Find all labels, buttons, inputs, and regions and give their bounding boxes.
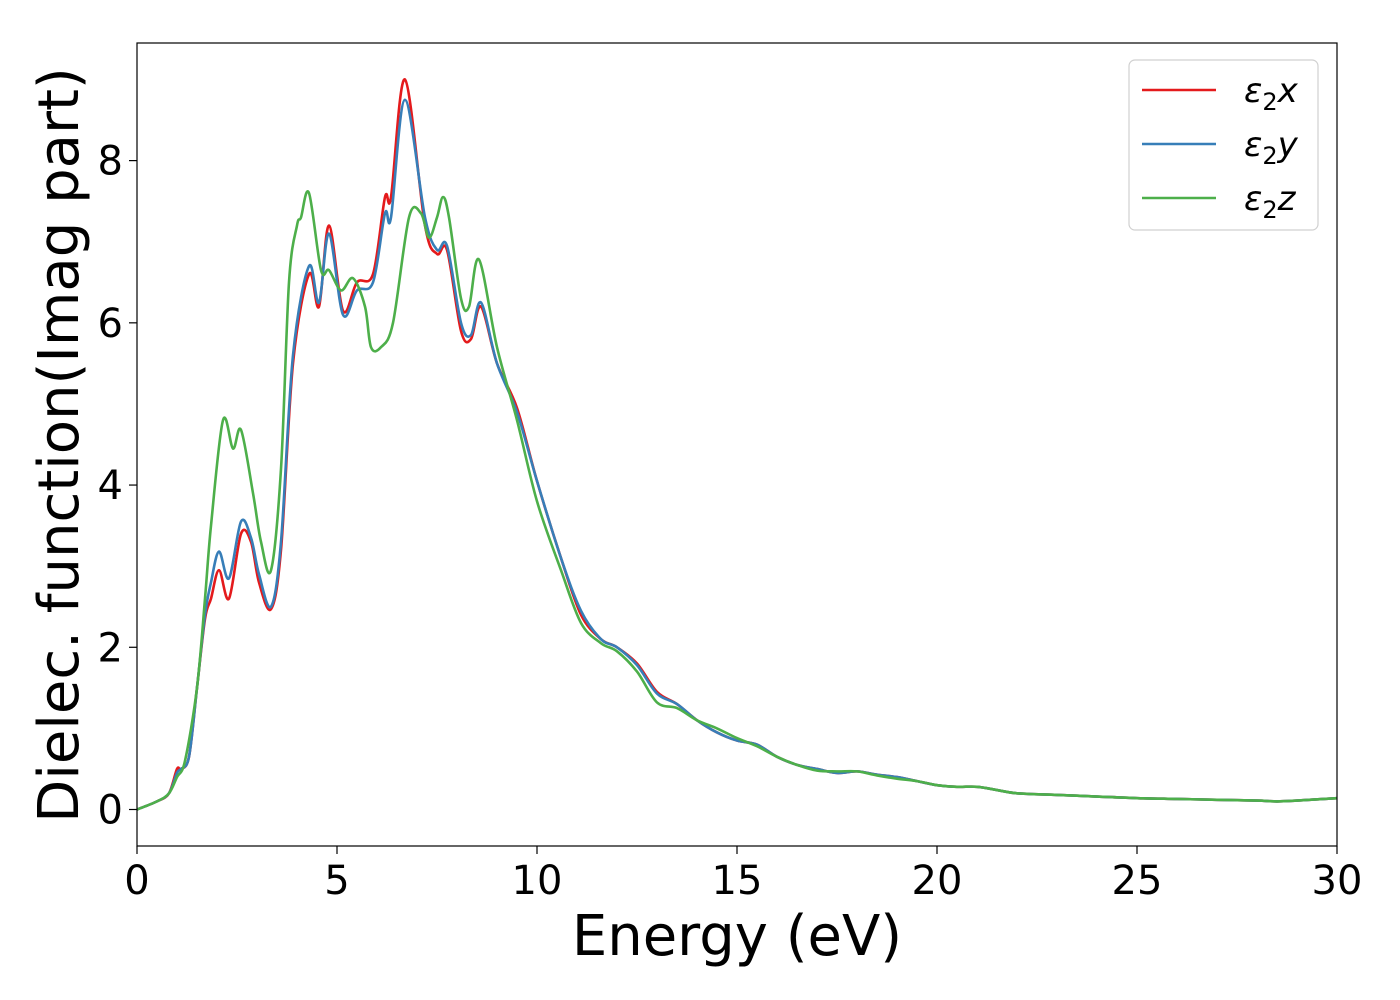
x-axis-title: Energy (eV) [572,904,902,969]
legend-label-subscript: 2 [1262,142,1277,170]
x-axis-ticks: 0 5 10 15 20 25 30 [124,846,1362,904]
y-tick-label: 4 [98,463,123,509]
legend-label-variable: x [1277,71,1299,111]
legend-label-z: ε2z [1244,179,1297,224]
legend-label-variable: y [1277,125,1299,165]
y-tick-label: 6 [98,301,123,347]
y-tick-label: 0 [98,788,123,834]
x-tick-label: 0 [124,858,149,904]
y-axis-ticks: 0 2 4 6 8 [98,139,137,834]
legend-label-variable: z [1277,179,1297,219]
x-tick-label: 30 [1312,858,1363,904]
legend-label-base: ε [1244,125,1262,165]
y-tick-label: 2 [98,625,123,671]
legend-label-subscript: 2 [1262,88,1277,116]
series-line-z [137,190,1337,811]
legend-label-base: ε [1244,179,1262,219]
x-tick-label: 25 [1112,858,1163,904]
y-tick-label: 8 [98,139,123,185]
legend-label-subscript: 2 [1262,196,1277,224]
x-tick-label: 5 [324,858,349,904]
x-tick-label: 20 [912,858,963,904]
legend-label-y: ε2y [1244,125,1299,170]
legend-label-base: ε [1244,71,1262,111]
series-layer [137,78,1337,811]
legend-box [1128,59,1319,231]
x-tick-label: 15 [712,858,763,904]
x-tick-label: 10 [512,858,563,904]
y-axis-title: Dielec. function(Imag part) [27,67,92,823]
legend-label-x: ε2x [1244,71,1299,116]
